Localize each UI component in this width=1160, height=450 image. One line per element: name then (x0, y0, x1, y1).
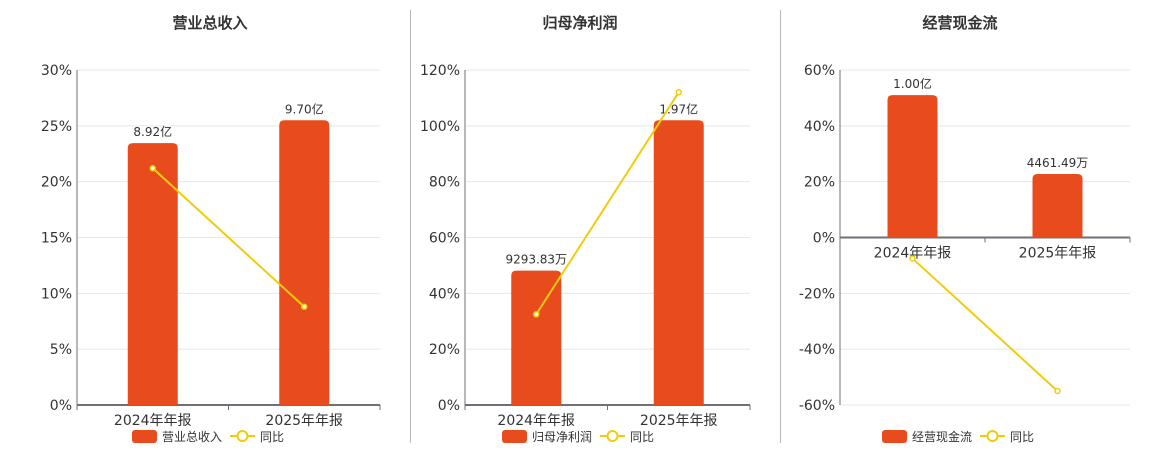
y-tick-label: 60% (429, 231, 460, 247)
y-tick-label: -40% (799, 342, 835, 358)
yoy-point (1054, 387, 1061, 395)
y-tick-label: -20% (799, 286, 835, 302)
x-tick-label: 2024年年报 (114, 413, 192, 429)
yoy-point (675, 89, 682, 96)
bar (127, 143, 178, 406)
legend-line-marker (236, 430, 249, 442)
legend-bar-label: 营业总收入 (162, 430, 222, 444)
legend-line-label: 同比 (1010, 430, 1034, 444)
y-tick-label: 120% (420, 63, 460, 79)
yoy-line (911, 257, 1059, 392)
y-tick-label: 15% (41, 231, 72, 247)
yoy-line (152, 167, 305, 308)
legend-line-label: 同比 (260, 430, 284, 444)
x-tick-label: 2025年年报 (265, 413, 343, 429)
legend-bar-label: 归母净利润 (532, 430, 592, 444)
y-tick-label: 10% (41, 286, 72, 302)
bar (1032, 173, 1083, 238)
panel-separator (410, 10, 411, 443)
y-tick-label: 0% (813, 231, 835, 247)
x-tick-label: 2025年年报 (1019, 246, 1097, 262)
yoy-point (301, 303, 308, 310)
bar-data-label: 8.92亿 (133, 124, 172, 139)
bar (279, 120, 330, 405)
bar-data-label: 1.97亿 (659, 101, 698, 116)
chart-title: 营业总收入 (172, 14, 247, 32)
panel-separator (780, 10, 781, 443)
legend-bar-swatch (882, 430, 907, 443)
y-tick-label: 100% (420, 119, 460, 135)
yoy-point (533, 311, 540, 318)
y-tick-label: -60% (799, 398, 835, 414)
yoy-point (909, 255, 916, 262)
y-tick-label: 0% (438, 398, 460, 414)
chart-title: 经营现金流 (922, 14, 997, 32)
bar (653, 120, 704, 405)
x-tick-label: 2025年年报 (640, 413, 718, 429)
y-tick-label: 5% (50, 342, 72, 358)
bar-data-label: 9.70亿 (285, 101, 324, 116)
bar-data-label: 9293.83万 (505, 253, 567, 267)
bar (887, 95, 938, 238)
bar-data-label: 4461.49万 (1027, 156, 1089, 170)
y-tick-label: 40% (804, 119, 835, 135)
y-tick-label: 25% (41, 119, 72, 135)
y-tick-label: 80% (429, 175, 460, 191)
x-tick-label: 2024年年报 (497, 413, 575, 429)
legend-line-label: 同比 (630, 430, 654, 444)
y-tick-label: 40% (429, 286, 460, 302)
y-tick-label: 60% (804, 63, 835, 79)
y-tick-label: 20% (804, 175, 835, 191)
y-tick-label: 20% (429, 342, 460, 358)
legend-line-marker (606, 430, 619, 442)
chart-title: 归母净利润 (542, 14, 617, 32)
bar (511, 270, 562, 405)
y-tick-label: 30% (41, 63, 72, 79)
legend-bar-swatch (502, 430, 527, 443)
bar-data-label: 1.00亿 (893, 76, 932, 91)
y-tick-label: 0% (50, 398, 72, 414)
legend-line-marker (986, 430, 999, 442)
yoy-line (535, 91, 680, 315)
legend-bar-swatch (132, 430, 157, 443)
y-tick-label: 20% (41, 175, 72, 191)
x-tick-label: 2024年年报 (874, 246, 952, 262)
yoy-point (149, 165, 156, 172)
legend-bar-label: 经营现金流 (912, 429, 972, 444)
